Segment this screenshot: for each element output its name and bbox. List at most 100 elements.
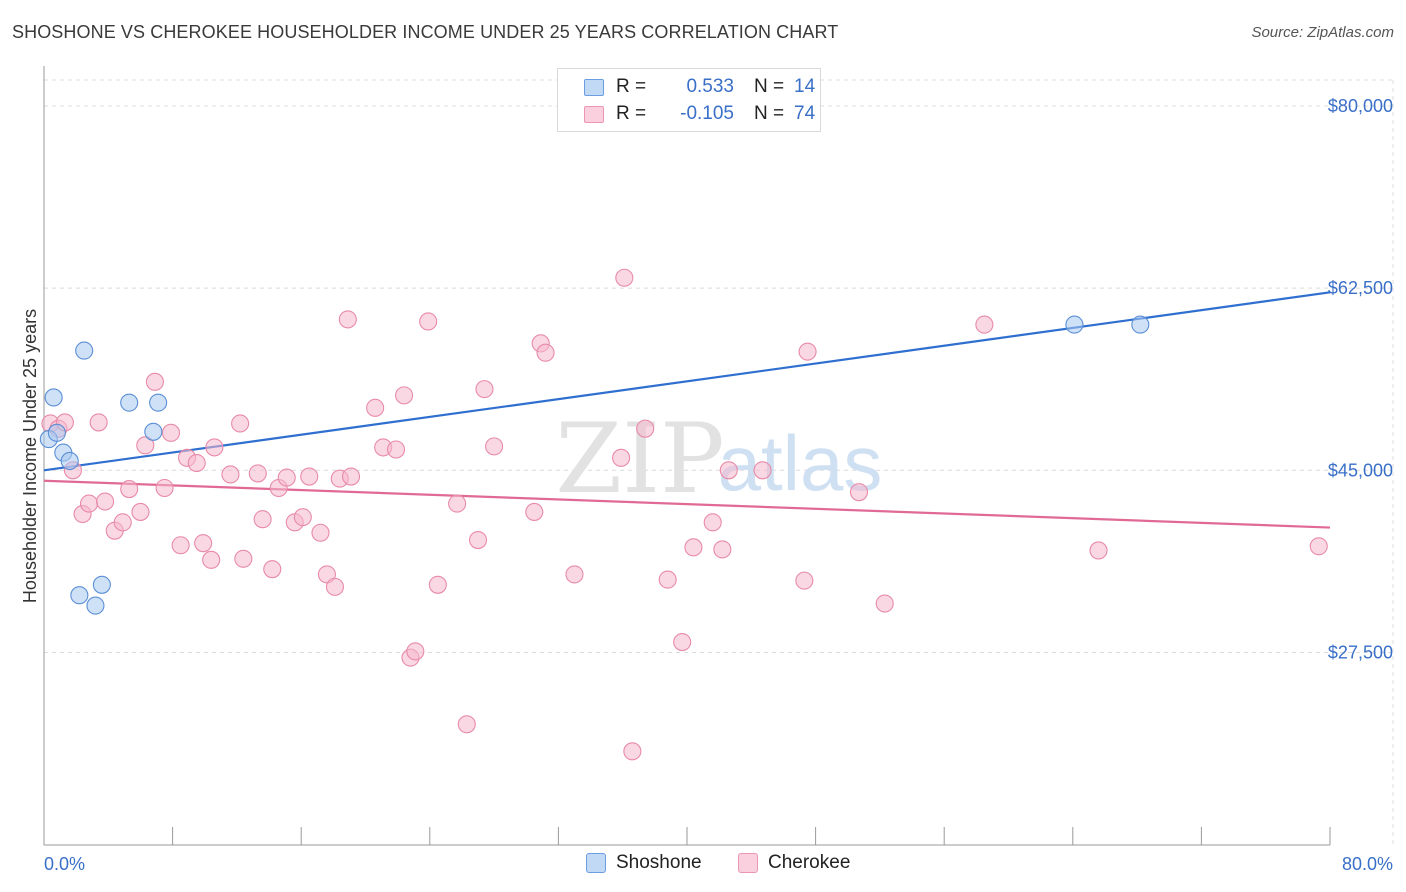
point-cherokee[interactable]	[719, 461, 738, 480]
point-cherokee[interactable]	[293, 508, 312, 527]
r-value: -0.105	[680, 103, 734, 124]
point-cherokee[interactable]	[798, 342, 817, 361]
point-shoshone[interactable]	[44, 388, 63, 407]
point-cherokee[interactable]	[673, 632, 692, 652]
legend-label-cherokee: Cherokee	[768, 852, 851, 873]
point-cherokee[interactable]	[428, 575, 447, 594]
point-cherokee[interactable]	[468, 530, 488, 550]
y-tick-label: $27,500	[1328, 642, 1393, 662]
point-shoshone[interactable]	[47, 423, 66, 442]
point-cherokee[interactable]	[406, 642, 425, 661]
point-cherokee[interactable]	[525, 502, 544, 521]
point-cherokee[interactable]	[231, 414, 250, 433]
shoshone-swatch	[584, 78, 604, 96]
point-cherokee[interactable]	[753, 461, 772, 480]
point-cherokee[interactable]	[202, 550, 221, 569]
point-shoshone[interactable]	[149, 393, 168, 412]
point-cherokee[interactable]	[612, 448, 631, 467]
point-cherokee[interactable]	[457, 715, 476, 734]
point-cherokee[interactable]	[300, 467, 319, 486]
point-cherokee[interactable]	[703, 513, 722, 532]
point-shoshone[interactable]	[1065, 315, 1084, 334]
point-cherokee[interactable]	[386, 440, 406, 459]
point-cherokee[interactable]	[795, 571, 814, 590]
point-cherokee[interactable]	[194, 534, 213, 553]
axes	[43, 66, 1331, 846]
y-tick-label: $80,000	[1328, 96, 1393, 116]
point-cherokee[interactable]	[684, 538, 703, 557]
point-cherokee[interactable]	[485, 437, 504, 456]
point-shoshone[interactable]	[60, 451, 79, 470]
legend-row-cherokee: R = -0.105 N = 74	[584, 101, 815, 127]
chart-title: SHOSHONE VS CHEROKEE HOUSEHOLDER INCOME …	[12, 22, 839, 42]
y-tick-labels: $27,500 $45,000 $62,500 $80,000	[1328, 96, 1393, 662]
point-cherokee[interactable]	[325, 577, 345, 596]
point-cherokee[interactable]	[475, 380, 494, 399]
point-cherokee[interactable]	[849, 483, 869, 502]
point-cherokee[interactable]	[277, 468, 296, 487]
point-shoshone[interactable]	[144, 422, 163, 441]
point-cherokee[interactable]	[145, 372, 164, 391]
point-cherokee[interactable]	[248, 464, 267, 483]
n-value: 74	[794, 103, 816, 124]
point-cherokee[interactable]	[311, 523, 330, 542]
legend-item-shoshone[interactable]: Shoshone	[586, 852, 702, 874]
point-shoshone[interactable]	[120, 393, 139, 412]
point-cherokee[interactable]	[205, 438, 224, 457]
r-label: R =	[616, 103, 647, 124]
point-cherokee[interactable]	[155, 478, 174, 498]
point-cherokee[interactable]	[615, 268, 634, 287]
point-cherokee[interactable]	[636, 419, 655, 438]
point-shoshone[interactable]	[70, 586, 89, 605]
point-cherokee[interactable]	[536, 343, 555, 362]
point-cherokee[interactable]	[79, 494, 99, 513]
n-label: N =	[754, 103, 785, 124]
point-cherokee[interactable]	[623, 742, 642, 761]
source-note: Source: ZipAtlas.com	[1251, 24, 1394, 41]
point-cherokee[interactable]	[161, 423, 181, 442]
y-axis-label: Householder Income Under 25 years	[20, 309, 40, 603]
point-cherokee[interactable]	[713, 540, 732, 559]
point-cherokee[interactable]	[1309, 537, 1328, 556]
point-shoshone[interactable]	[1131, 315, 1150, 334]
y-tick-label: $45,000	[1328, 460, 1393, 480]
point-shoshone[interactable]	[75, 341, 94, 360]
point-cherokee[interactable]	[171, 536, 190, 555]
point-cherokee[interactable]	[253, 510, 272, 529]
point-cherokee[interactable]	[395, 386, 414, 405]
point-cherokee[interactable]	[1089, 541, 1108, 560]
point-cherokee[interactable]	[448, 494, 467, 513]
trend-lines	[43, 291, 1331, 529]
point-cherokee[interactable]	[419, 312, 438, 331]
point-cherokee[interactable]	[658, 570, 677, 589]
legend-label-shoshone: Shoshone	[616, 852, 702, 873]
point-cherokee[interactable]	[221, 465, 240, 484]
point-cherokee[interactable]	[234, 549, 253, 568]
point-cherokee[interactable]	[136, 436, 155, 455]
point-cherokee[interactable]	[113, 513, 132, 532]
point-cherokee[interactable]	[366, 398, 385, 417]
correlation-legend: R = 0.533 N = 14 R = -0.105 N = 74	[557, 68, 821, 132]
point-cherokee[interactable]	[975, 315, 994, 334]
point-cherokee[interactable]	[131, 502, 150, 521]
point-cherokee[interactable]	[89, 413, 108, 432]
point-cherokee[interactable]	[263, 560, 282, 579]
r-value: 0.533	[686, 76, 734, 97]
point-cherokee[interactable]	[187, 453, 206, 473]
point-cherokee[interactable]	[338, 310, 357, 329]
legend-row-shoshone: R = 0.533 N = 14	[584, 74, 815, 100]
point-cherokee[interactable]	[565, 565, 584, 584]
r-label: R =	[616, 76, 647, 97]
data-points	[39, 268, 1328, 761]
point-shoshone[interactable]	[92, 575, 111, 594]
point-cherokee[interactable]	[120, 479, 139, 499]
legend-item-cherokee[interactable]: Cherokee	[738, 852, 850, 874]
shoshone-swatch	[586, 853, 606, 873]
point-cherokee[interactable]	[341, 467, 361, 486]
point-cherokee[interactable]	[875, 594, 894, 613]
y-tick-label: $62,500	[1328, 278, 1393, 298]
watermark-zip: ZIP	[555, 403, 724, 515]
point-shoshone[interactable]	[86, 596, 105, 615]
point-cherokee[interactable]	[96, 492, 115, 511]
